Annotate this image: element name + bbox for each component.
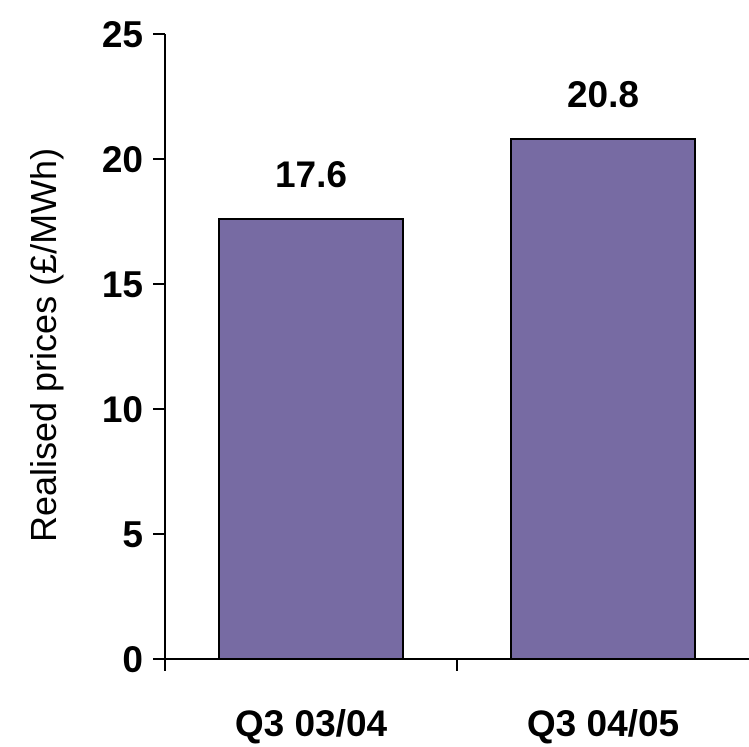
x-category-label: Q3 04/05	[527, 703, 679, 744]
y-axis-title-group: Realised prices (£/MWh)	[23, 148, 64, 542]
bar	[218, 218, 404, 660]
x-axis-ticks: Q3 03/04 Q3 04/05	[164, 659, 679, 744]
bar-data-label: 20.8	[567, 74, 639, 115]
y-tick-label: 25	[102, 14, 143, 55]
x-category-label: Q3 03/04	[235, 703, 388, 744]
bars: 17.6 20.8	[218, 74, 696, 660]
y-tick-label: 10	[102, 389, 143, 430]
bar	[510, 138, 696, 660]
y-axis-ticks: 0 5 10 15 20 25	[102, 14, 165, 680]
y-axis-title: Realised prices (£/MWh)	[23, 148, 64, 542]
y-tick-label: 5	[122, 514, 143, 555]
y-tick-label: 0	[122, 639, 143, 680]
bar-data-label: 17.6	[275, 154, 347, 195]
y-tick-label: 20	[102, 139, 143, 180]
y-tick-label: 15	[102, 264, 143, 305]
